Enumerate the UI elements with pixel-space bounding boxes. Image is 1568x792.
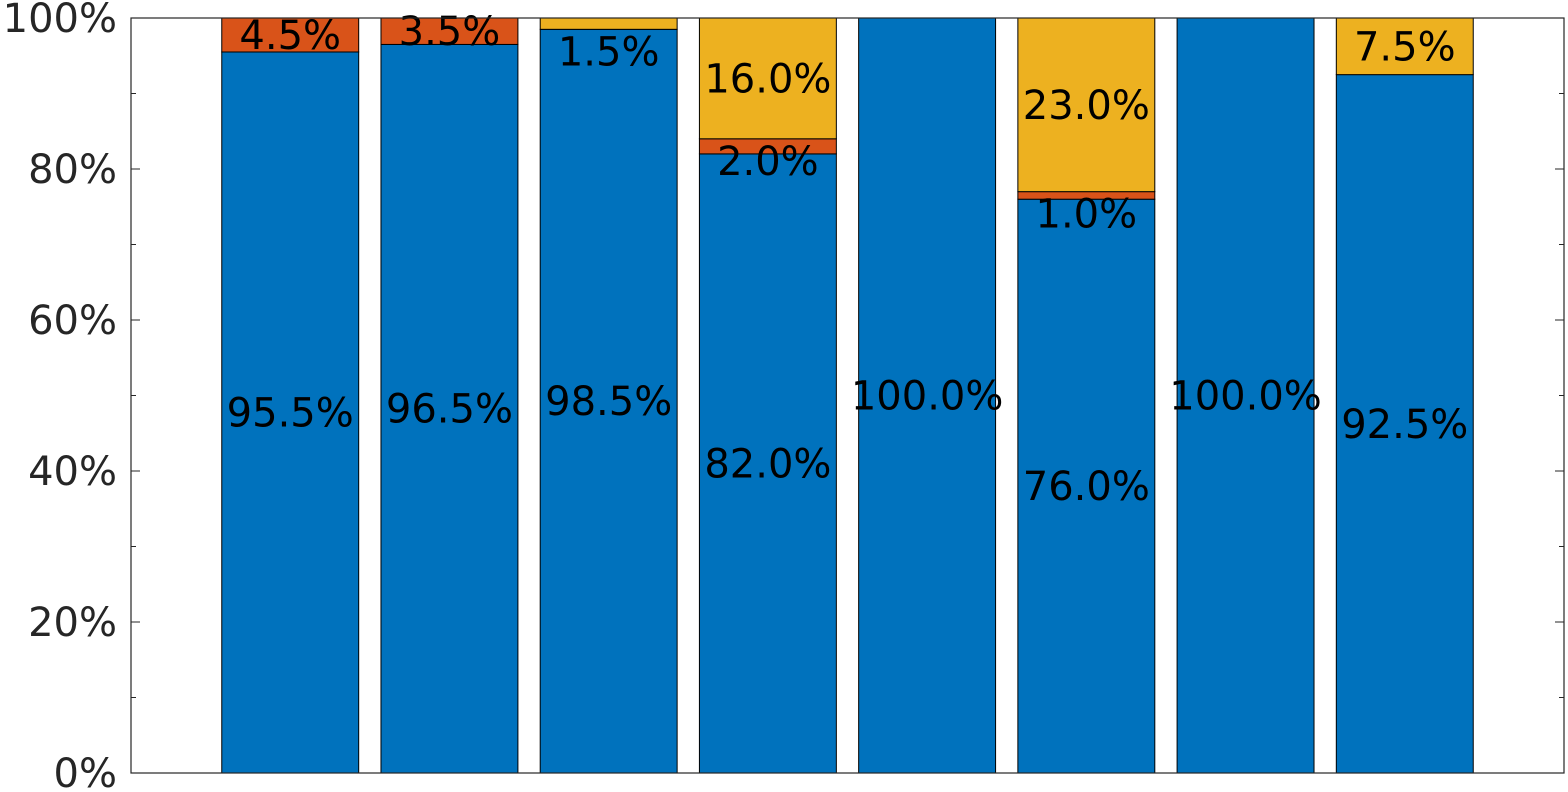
bar-segment-7-1 (1176, 17, 1315, 774)
bar-segment-5-1 (858, 17, 997, 774)
plot-area (131, 18, 1564, 773)
data-label-8-3: 7.5% (1354, 24, 1456, 70)
bar-segment-2-1 (380, 43, 519, 774)
data-label-group: 95.5% 4.5% 96.5% 3.5% 98.5% 1.5% 82.0% 2.0% 16.0… (227, 9, 1469, 510)
bar-segment-1-1 (221, 51, 360, 774)
y-tick-label: 60% (28, 298, 117, 344)
data-label-7-1: 100.0% (1169, 374, 1322, 420)
data-label-6-1: 76.0% (1023, 464, 1150, 510)
bar-segment-6-1 (1017, 198, 1156, 774)
y-tick-label: 100% (3, 0, 117, 42)
bar-segment-8-1 (1335, 74, 1474, 774)
bar-segment-8-3 (1335, 17, 1474, 76)
data-label-5-1: 100.0% (851, 374, 1004, 420)
data-label-2-2: 3.5% (399, 9, 501, 55)
y-tick-label: 0% (54, 751, 117, 792)
y-axis: 0% 20% 40% 60% 80% 100% (3, 0, 1564, 792)
data-label-1-1: 95.5% (227, 390, 354, 436)
data-label-4-1: 82.0% (704, 441, 831, 487)
data-label-8-1: 92.5% (1341, 402, 1468, 448)
data-label-4-2: 2.0% (717, 139, 819, 185)
bar-segment-3-3 (539, 17, 678, 30)
data-label-3-3: 1.5% (558, 29, 660, 75)
bar-group (221, 17, 1474, 774)
data-label-4-3: 16.0% (704, 56, 831, 102)
data-label-2-1: 96.5% (386, 387, 513, 433)
data-label-3-1: 98.5% (545, 379, 672, 425)
y-tick-label: 40% (28, 449, 117, 495)
bar-segment-4-1 (698, 153, 837, 774)
data-label-6-3: 23.0% (1023, 83, 1150, 129)
bar-segment-4-3 (698, 17, 837, 140)
bar-segment-2-2 (380, 17, 519, 45)
data-label-6-2: 1.0% (1036, 192, 1138, 238)
y-tick-label: 80% (28, 147, 117, 193)
bar-segment-6-3 (1017, 17, 1156, 193)
y-tick-label: 20% (28, 600, 117, 646)
data-label-1-2: 4.5% (239, 13, 341, 59)
